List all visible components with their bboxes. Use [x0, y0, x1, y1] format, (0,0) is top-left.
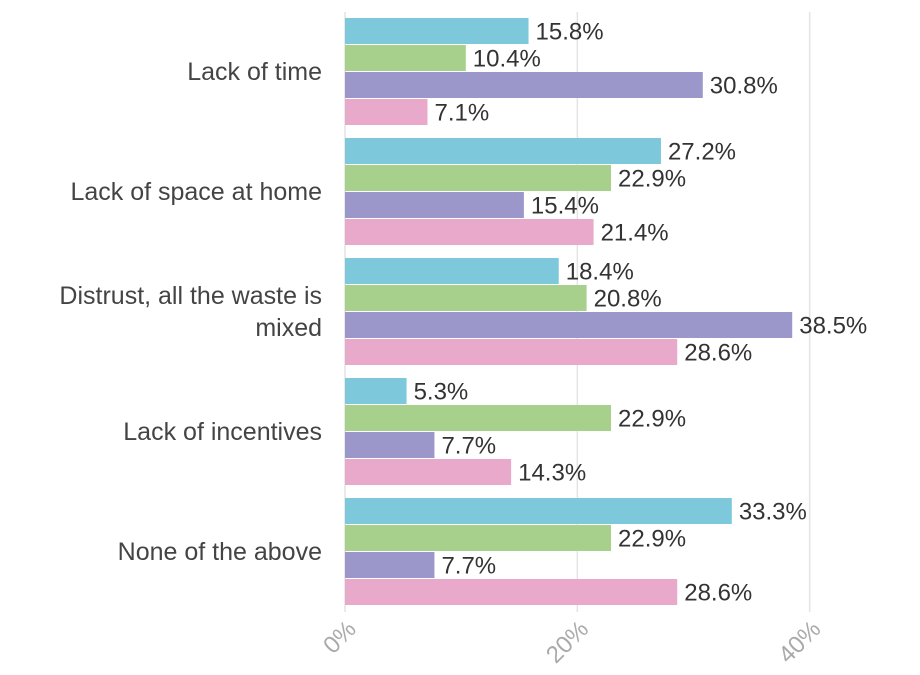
bar [345, 99, 428, 125]
data-label: 20.8% [594, 285, 662, 312]
bar [345, 312, 793, 338]
y-tick-label: Lack of time [187, 58, 322, 86]
data-label: 28.6% [684, 579, 752, 606]
bar [345, 339, 678, 365]
bar [345, 45, 466, 71]
bar [345, 552, 435, 578]
data-label: 10.4% [473, 45, 541, 72]
bar [345, 525, 612, 551]
bar [345, 285, 587, 311]
y-tick-label: Lack of incentives [123, 418, 322, 446]
data-label: 7.7% [441, 432, 496, 459]
data-label: 15.8% [536, 18, 604, 45]
data-label: 33.3% [739, 498, 807, 525]
data-label: 27.2% [668, 138, 736, 165]
bar [345, 192, 524, 218]
bar [345, 258, 559, 284]
bar [345, 18, 529, 44]
bar [345, 432, 435, 458]
y-tick-label: Distrust, all the waste is mixed [59, 282, 322, 342]
y-tick-label: None of the above [117, 538, 322, 566]
data-label: 7.1% [434, 99, 489, 126]
y-tick-label: Lack of space at home [70, 178, 322, 206]
data-label: 22.9% [618, 165, 686, 192]
bar [345, 378, 407, 404]
data-label: 22.9% [618, 525, 686, 552]
data-label: 30.8% [710, 72, 778, 99]
data-label: 22.9% [618, 405, 686, 432]
x-tick-label: 40% [773, 616, 826, 669]
data-label: 15.4% [531, 192, 599, 219]
data-label: 21.4% [601, 219, 669, 246]
data-label: 5.3% [414, 378, 469, 405]
bar [345, 138, 661, 164]
bar [345, 459, 512, 485]
bar [345, 405, 612, 431]
bar [345, 219, 594, 245]
bar [345, 498, 732, 524]
data-label: 18.4% [566, 258, 634, 285]
data-label: 28.6% [684, 339, 752, 366]
x-tick-label: 20% [541, 616, 594, 669]
data-label: 7.7% [441, 552, 496, 579]
data-label: 38.5% [799, 312, 867, 339]
data-label: 14.3% [518, 459, 586, 486]
bar [345, 579, 678, 605]
x-tick-label: 0% [318, 616, 362, 660]
bar [345, 72, 703, 98]
bar [345, 165, 612, 191]
